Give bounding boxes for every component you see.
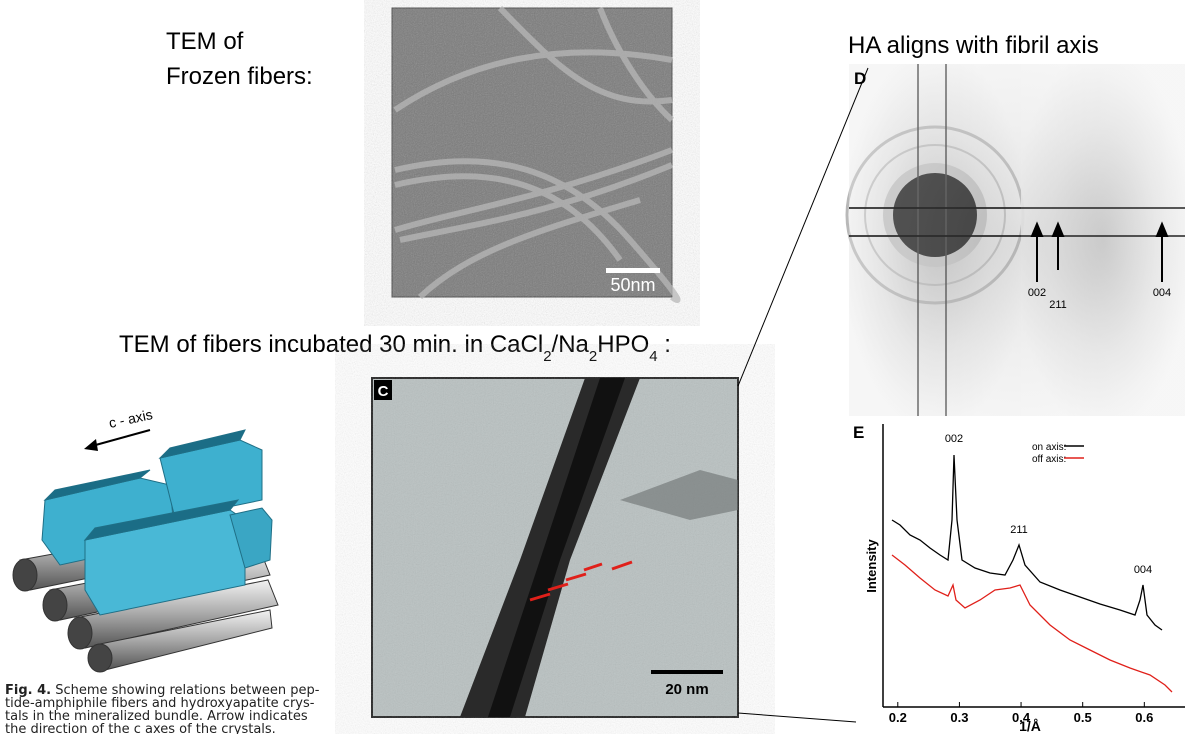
legend-label: off axis: [1032, 454, 1066, 465]
peak-label: 004 [1134, 564, 1152, 576]
x-tick-label: 0.2 [889, 710, 907, 725]
axis-label: c - axis [107, 406, 154, 431]
figure-caption: the direction of the c axes of the cryst… [5, 722, 276, 734]
tem-image: 50nm [392, 8, 678, 300]
left-label: TEM of [166, 28, 244, 55]
scheme: c - axis [13, 406, 278, 672]
legend-label: on axis: [1032, 442, 1066, 453]
panel-label: D [854, 69, 866, 88]
scale-bar-label: 50nm [610, 275, 655, 295]
x-tick-label: 0.4 [1012, 710, 1031, 725]
x-tick-label: 0.3 [950, 710, 968, 725]
panel-label: C [378, 383, 389, 400]
right-title: HA aligns with fibril axis [848, 32, 1099, 59]
peak-label: 002 [1028, 287, 1046, 299]
peak-label: 002 [945, 433, 963, 445]
peak-label: 211 [1010, 524, 1028, 536]
caption-part: 2 [543, 348, 551, 365]
panel-label: E [853, 423, 864, 442]
middle-caption: TEM of fibers incubated 30 min. in CaCl2… [119, 331, 671, 365]
y-axis-label: Intensity [864, 539, 879, 593]
caption-part: /Na [552, 331, 590, 358]
caption-part: 2 [589, 348, 597, 365]
x-tick-label: 0.5 [1074, 710, 1092, 725]
peak-label: 004 [1153, 287, 1171, 299]
connector [738, 713, 856, 722]
x-tick-label: 0.6 [1135, 710, 1153, 725]
scale-bar-label: 20 nm [665, 681, 708, 698]
panel-e: on axis: off axis: 002 211 004 Intensity… [853, 423, 1185, 734]
caption-part: : [658, 331, 671, 358]
slide: TEM of Frozen fibers: 50nm HA aligns wit… [0, 0, 1192, 734]
panel-c: 20 nm C [372, 378, 738, 717]
caption-part: 4 [649, 348, 657, 365]
peak-label: 211 [1049, 299, 1067, 311]
left-label: Frozen fibers: [166, 63, 313, 90]
panel-d: 002 211 004 D [847, 64, 1185, 416]
caption-part: HPO [597, 331, 649, 358]
caption-part: TEM of fibers incubated 30 min. in CaCl [119, 331, 543, 358]
